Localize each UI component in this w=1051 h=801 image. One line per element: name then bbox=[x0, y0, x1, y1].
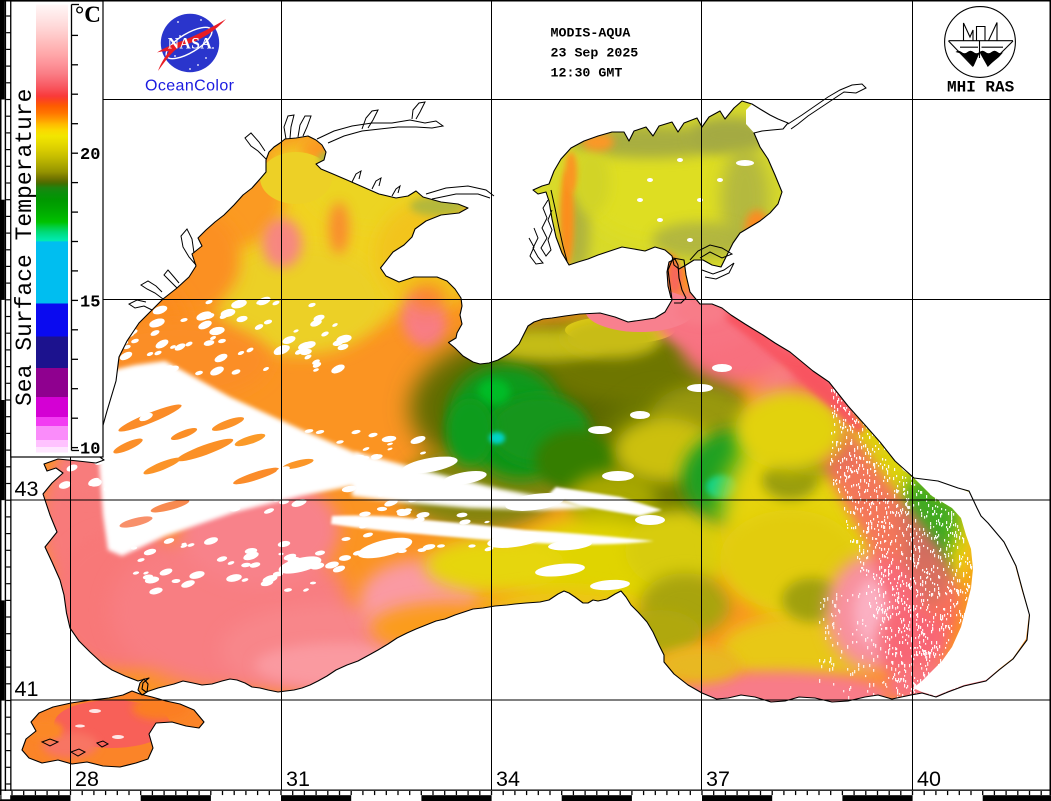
svg-text:41: 41 bbox=[15, 677, 39, 701]
svg-text:20: 20 bbox=[80, 146, 100, 165]
svg-text:MHI RAS: MHI RAS bbox=[947, 79, 1015, 97]
svg-text:43: 43 bbox=[15, 477, 39, 501]
svg-text:40: 40 bbox=[917, 767, 941, 791]
svg-text:34: 34 bbox=[496, 767, 520, 791]
svg-text:NASA: NASA bbox=[168, 36, 213, 53]
svg-text:23 Sep 2025: 23 Sep 2025 bbox=[551, 46, 639, 61]
svg-text:°C: °C bbox=[75, 2, 101, 27]
svg-text:28: 28 bbox=[75, 767, 99, 791]
svg-text:15: 15 bbox=[80, 293, 100, 312]
svg-text:Sea Surface Temperature: Sea Surface Temperature bbox=[12, 89, 38, 406]
svg-text:31: 31 bbox=[286, 767, 310, 791]
svg-text:OceanColor: OceanColor bbox=[145, 78, 235, 95]
svg-text:37: 37 bbox=[706, 767, 730, 791]
svg-text:12:30 GMT: 12:30 GMT bbox=[551, 66, 623, 81]
svg-text:10: 10 bbox=[80, 441, 100, 460]
svg-text:MODIS-AQUA: MODIS-AQUA bbox=[551, 26, 631, 41]
